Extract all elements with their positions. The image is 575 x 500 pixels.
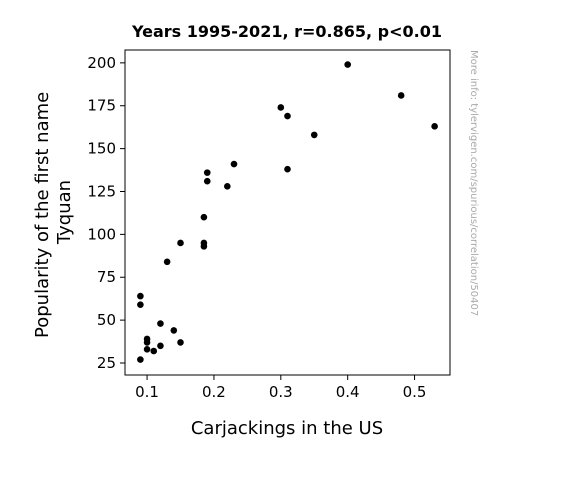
y-tick-label-0: 25 [97,354,116,372]
data-point-11 [177,239,184,247]
plot-area: 0.1 0.2 0.3 0.4 0.5 25 50 75 100 125 150 175 200 [87,49,451,401]
data-point-1 [137,301,144,308]
data-point-10 [170,327,178,334]
y-tick-label-7: 200 [87,54,116,72]
data-point-0 [137,292,144,300]
chart-title: Years 1995-2021, r=0.865, p<0.01 [131,22,442,41]
data-point-18 [224,183,231,190]
data-point-15 [200,243,208,250]
data-point-13 [200,213,208,221]
x-tick-label-0: 0.1 [135,383,159,401]
x-tick-label-3: 0.4 [336,383,360,401]
data-point-25 [397,92,405,99]
data-point-8 [157,342,164,350]
y-axis-label-line-1: Popularity of the first name [32,92,53,338]
y-axis-label-line-2: Tyquan [54,180,75,245]
data-point-6 [150,347,158,355]
data-point-7 [157,320,164,327]
data-point-22 [284,165,291,173]
data-point-5 [143,345,151,353]
x-tick-label-2: 0.3 [269,383,293,401]
data-point-12 [177,339,184,346]
data-point-4 [143,339,151,346]
y-tick-label-5: 150 [87,140,116,158]
y-axis-ticks: 25 50 75 100 125 150 175 200 [87,54,125,372]
y-tick-label-6: 175 [87,97,116,115]
x-tick-label-1: 0.2 [202,383,226,401]
data-point-21 [284,112,291,120]
plot-frame [124,49,451,376]
data-point-23 [310,131,318,139]
y-tick-label-2: 75 [97,268,116,286]
y-axis-label: Popularity of the first name Tyquan [32,86,75,338]
data-point-9 [163,258,171,266]
y-tick-label-1: 50 [97,311,116,329]
data-point-26 [431,123,438,130]
data-point-19 [230,160,238,168]
data-point-20 [277,104,285,111]
data-point-16 [203,169,211,176]
y-tick-label-4: 125 [87,182,116,200]
data-points [137,61,438,363]
x-tick-label-4: 0.5 [403,383,427,401]
watermark-text: More info: tylervigen.com/spurious/corre… [468,50,479,316]
data-point-24 [344,61,351,68]
y-tick-label-3: 100 [87,225,116,243]
data-point-17 [203,177,211,185]
x-axis-label: Carjackings in the US [191,418,383,439]
x-axis-ticks: 0.1 0.2 0.3 0.4 0.5 [135,375,426,401]
data-point-2 [137,356,144,363]
